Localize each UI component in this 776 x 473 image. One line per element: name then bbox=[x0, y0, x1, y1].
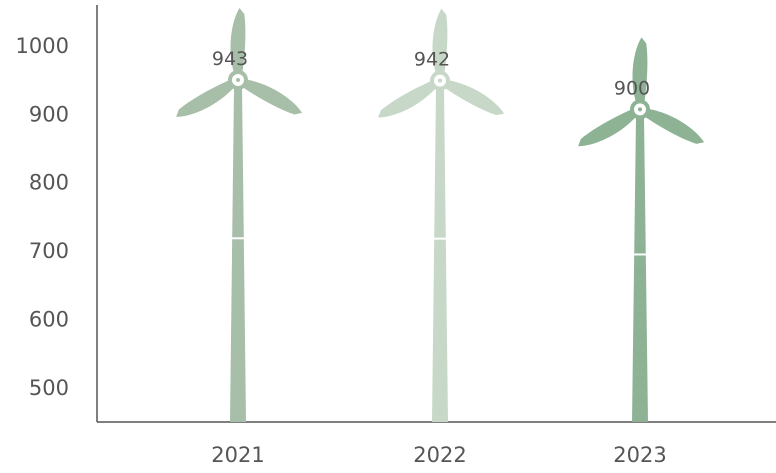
blade bbox=[432, 8, 448, 75]
y-tick-label: 800 bbox=[29, 171, 69, 195]
turbines: 943 942 900 bbox=[176, 7, 705, 423]
y-tick-labels: 500 600 700 800 900 1000 bbox=[16, 34, 69, 400]
turbine-2021 bbox=[176, 7, 303, 422]
blade bbox=[443, 79, 505, 116]
blade bbox=[241, 79, 303, 115]
x-tick-labels: 2021 2022 2023 bbox=[211, 443, 666, 467]
value-label: 900 bbox=[614, 77, 650, 99]
blade bbox=[176, 79, 235, 117]
x-tick-label: 2021 bbox=[211, 443, 264, 467]
blade bbox=[578, 108, 637, 147]
hub-center bbox=[438, 78, 442, 83]
hub-center bbox=[638, 107, 642, 112]
tower bbox=[230, 87, 246, 422]
x-tick-label: 2023 bbox=[613, 443, 666, 467]
blade bbox=[643, 108, 705, 144]
hub-center bbox=[236, 77, 240, 82]
y-tick-label: 700 bbox=[29, 239, 69, 263]
y-tick-label: 1000 bbox=[16, 34, 69, 58]
value-label: 943 bbox=[212, 48, 248, 70]
x-tick-label: 2022 bbox=[413, 443, 466, 467]
y-tick-label: 600 bbox=[29, 307, 69, 331]
y-tick-label: 900 bbox=[29, 102, 69, 126]
tower bbox=[632, 117, 648, 423]
tower bbox=[432, 88, 448, 422]
blade bbox=[378, 80, 437, 118]
y-tick-label: 500 bbox=[29, 376, 69, 400]
blade bbox=[632, 37, 648, 104]
blade bbox=[230, 7, 246, 75]
turbine-2023 bbox=[578, 37, 705, 423]
value-label: 942 bbox=[414, 49, 450, 71]
turbine-2022 bbox=[378, 8, 505, 422]
